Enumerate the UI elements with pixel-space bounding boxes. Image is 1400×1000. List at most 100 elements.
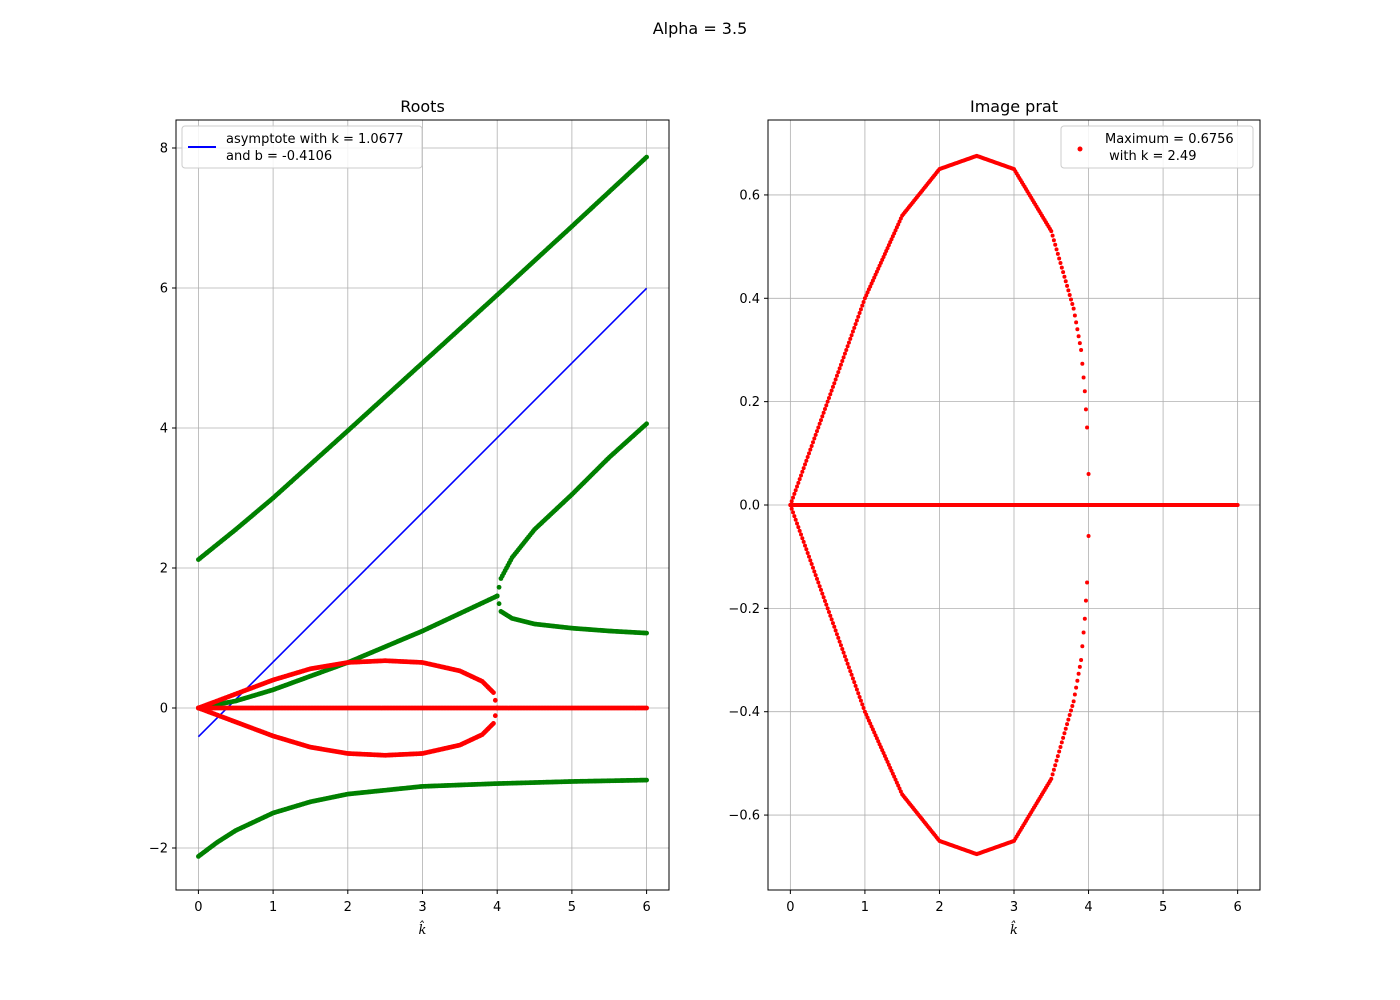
image-part-point [816,580,821,585]
y-tick-label: 8 [160,142,168,157]
image-part-point [844,347,849,352]
roots-legend: asymptote with k = 1.0677 and b = -0.410… [181,125,423,169]
image-part-point [825,399,830,404]
image-part-point [830,384,835,389]
image-part-point [828,392,833,397]
x-tick-label: 6 [642,900,650,915]
image-part-point [1063,726,1068,731]
image-part-title: Image prat [970,97,1058,116]
y-tick-label: −0.4 [728,705,760,720]
image-part-point [809,443,814,448]
image-part-legend-label-line1: Maximum = 0.6756 [1105,132,1234,147]
image-part-point [1055,251,1060,256]
image-part-point [838,643,843,648]
real-root-series-4 [196,777,649,859]
image-part-point [795,484,800,489]
image-part-point [796,480,801,485]
image-part-point [833,377,838,382]
image-part-point [1054,758,1059,763]
image-part-point [1058,744,1063,749]
image-part-point [1065,283,1070,288]
image-part-point [832,624,837,629]
image-part-point [856,691,861,696]
imag-root-series-5 [196,658,500,711]
image-part-point [1081,375,1086,380]
image-part-point [1075,678,1080,683]
image-part-series-zero [788,503,1240,507]
image-part-point [1086,471,1091,476]
roots-ticks: 0 1 2 3 4 5 6 −2 0 2 4 6 8 [149,142,651,916]
image-part-point [829,388,834,393]
image-part-point [860,702,865,707]
image-part-point [804,458,809,463]
image-part-point [861,706,866,711]
image-part-point [1070,703,1075,708]
image-part-point [852,680,857,685]
image-part-point [1076,671,1081,676]
image-part-point [1062,731,1067,736]
image-part-point [1057,256,1062,261]
image-part-x-axis-label: k̂ [1010,920,1018,938]
x-tick-label: 6 [1233,900,1241,915]
image-part-point [1074,685,1079,690]
x-tick-label: 4 [493,900,501,915]
image-part-point [853,322,858,327]
image-part-point [837,639,842,644]
root-point [491,721,496,726]
image-part-point [1057,749,1062,754]
image-part-point [1085,425,1090,430]
root-point [644,777,649,783]
image-part-point [797,528,802,533]
image-part-series [788,153,1240,857]
image-part-point [845,344,850,349]
image-part-point [1072,313,1077,318]
x-tick-label: 3 [418,900,426,915]
image-part-point [1074,320,1079,325]
y-tick-label: −2 [149,842,168,857]
x-tick-label: 2 [344,900,352,915]
image-part-point [1055,754,1060,759]
image-part-point [857,311,862,316]
image-part-point [826,610,831,615]
image-part-point [1081,630,1086,635]
image-part-point [1049,776,1054,781]
image-part-point [800,469,805,474]
y-tick-label: 0 [160,702,168,717]
y-tick-label: 0.2 [739,395,760,410]
image-part-point [816,425,821,430]
image-part-point [830,621,835,626]
image-part-point [801,466,806,471]
image-part-point [858,307,863,312]
image-part-point [1077,664,1082,669]
image-part-point [807,451,811,456]
image-part-point [834,632,839,637]
image-part-point [825,606,830,611]
imag-root-series-6 [196,705,500,758]
y-tick-label: 0.4 [739,292,760,307]
image-part-point [1079,347,1084,352]
image-part-point [820,414,825,419]
image-part-point [810,565,815,570]
image-part-point [821,595,826,600]
image-part-point [1058,261,1063,266]
image-part-point [834,373,839,378]
image-part-point [793,488,798,493]
image-part-point [1077,341,1082,346]
x-tick-label: 3 [1010,900,1018,915]
asymptote-line [197,287,648,738]
image-part-point [795,521,800,526]
image-part-point [850,329,855,334]
x-tick-label: 0 [194,900,202,915]
real-root-series-0 [196,154,649,562]
image-part-point [1059,265,1064,270]
x-tick-label: 4 [1084,900,1092,915]
image-part-point [1080,644,1085,649]
image-part-point [803,543,808,548]
roots-title: Roots [400,97,445,116]
x-tick-label: 2 [935,900,943,915]
x-tick-label: 1 [861,900,869,915]
image-part-point [836,370,841,375]
root-point [644,421,649,427]
image-part-point [1070,302,1075,307]
image-part-point [1061,270,1066,275]
